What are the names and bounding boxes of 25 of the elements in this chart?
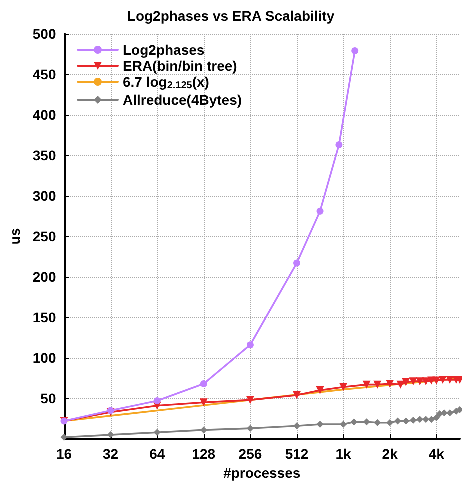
- y-tick-label: 500: [32, 26, 56, 42]
- y-tick-label: 400: [32, 107, 56, 124]
- x-tick-label: 4k: [428, 446, 445, 462]
- x-tick-label: 2k: [382, 446, 398, 462]
- x-tick-label: 128: [192, 446, 216, 462]
- y-tick-label: 150: [32, 310, 56, 326]
- y-tick-label: 250: [32, 228, 56, 245]
- y-axis-title: us: [7, 228, 23, 245]
- y-tick-label: 300: [32, 188, 56, 204]
- x-tick-label: 64: [150, 446, 166, 462]
- y-tick-label: 450: [32, 66, 56, 83]
- x-tick-label: 1k: [336, 446, 352, 462]
- x-tick-label: 16: [56, 446, 72, 462]
- legend-label: Log2phases: [123, 42, 205, 58]
- chart-title: Log2phases vs ERA Scalability: [127, 8, 335, 24]
- y-tick-label: 350: [32, 148, 56, 164]
- x-tick-label: 32: [103, 446, 119, 462]
- x-axis-title: #processes: [224, 465, 301, 481]
- legend-label: Allreduce(4Bytes): [123, 92, 242, 108]
- x-tick-label: 256: [238, 446, 262, 462]
- y-tick-label: 200: [32, 269, 56, 286]
- y-tick-label: 50: [40, 390, 56, 407]
- y-tick-label: 100: [32, 350, 56, 366]
- legend-label: ERA(bin/bin tree): [123, 58, 238, 74]
- x-tick-label: 512: [285, 446, 309, 462]
